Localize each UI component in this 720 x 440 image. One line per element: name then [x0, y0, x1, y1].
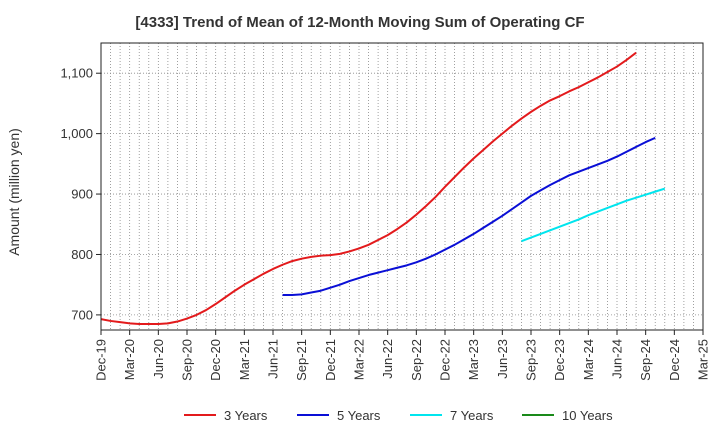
- chart-title: [4333] Trend of Mean of 12-Month Moving …: [135, 14, 585, 31]
- x-tick-label: Sep-23: [524, 339, 539, 381]
- x-tick-label: Mar-20: [122, 339, 137, 380]
- legend: 3 Years 5 Years 7 Years 10 Years: [0, 406, 720, 426]
- y-axis: 700 800 900 1,000 1,100: [60, 66, 101, 322]
- x-tick-label: Sep-21: [294, 339, 309, 381]
- legend-swatch: [410, 414, 442, 416]
- x-tick-label: Sep-24: [638, 339, 653, 381]
- x-tick-label: Jun-24: [610, 339, 625, 379]
- x-tick-label: Dec-24: [667, 339, 682, 381]
- x-tick-label: Mar-21: [237, 339, 252, 380]
- x-tick-label: Mar-24: [581, 339, 596, 380]
- legend-swatch: [522, 414, 554, 416]
- x-tick-label: Jun-23: [495, 339, 510, 379]
- legend-swatch: [297, 414, 329, 416]
- legend-item: 5 Years: [297, 406, 380, 424]
- legend-item: 7 Years: [410, 406, 493, 424]
- series-line-7-years: [521, 187, 666, 243]
- x-tick-label: Sep-22: [409, 339, 424, 381]
- x-tick-label: Jun-20: [151, 339, 166, 379]
- x-tick-label: Sep-20: [180, 339, 195, 381]
- legend-swatch: [184, 414, 216, 416]
- series-line-3-years: [100, 51, 637, 325]
- series-lines: [100, 51, 666, 325]
- x-tick-label: Dec-21: [323, 339, 338, 381]
- x-tick-label: Jun-21: [266, 339, 281, 379]
- legend-item: 3 Years: [184, 406, 267, 424]
- legend-label: 10 Years: [562, 407, 613, 423]
- y-tick-label: 700: [71, 307, 93, 322]
- legend-label: 3 Years: [224, 407, 268, 423]
- y-tick-label: 1,000: [60, 126, 93, 141]
- grid-lines: [101, 43, 703, 330]
- x-tick-label: Mar-22: [352, 339, 367, 380]
- x-tick-label: Dec-22: [438, 339, 453, 381]
- x-axis: Dec-19 Mar-20 Jun-20 Sep-20 Dec-20 Mar-21 Jun-…: [94, 330, 711, 381]
- x-tick-label: Mar-23: [466, 339, 481, 380]
- x-tick-label: Dec-19: [94, 339, 109, 381]
- x-tick-label: Mar-25: [696, 339, 711, 380]
- legend-label: 5 Years: [337, 407, 381, 423]
- x-tick-label: Dec-23: [552, 339, 567, 381]
- x-tick-label: Jun-22: [380, 339, 395, 379]
- y-tick-label: 1,100: [60, 66, 93, 81]
- y-tick-label: 900: [71, 187, 93, 202]
- legend-item: 10 Years: [522, 406, 613, 424]
- legend-label: 7 Years: [450, 407, 494, 423]
- plot-frame: [100, 42, 704, 331]
- series-line-5-years: [282, 136, 656, 296]
- y-tick-label: 800: [71, 247, 93, 262]
- x-tick-label: Dec-20: [208, 339, 223, 381]
